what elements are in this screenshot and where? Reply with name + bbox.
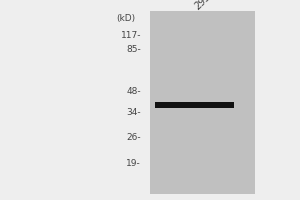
Text: 293: 293 [194,0,214,11]
Text: 19-: 19- [126,160,141,168]
Bar [150,11,255,194]
Text: 48-: 48- [126,87,141,96]
Text: 117-: 117- [121,30,141,40]
Text: 85-: 85- [126,45,141,53]
Text: (kD): (kD) [116,14,135,22]
Text: 34-: 34- [126,108,141,117]
Text: 26-: 26- [126,133,141,142]
Bar [154,102,234,108]
